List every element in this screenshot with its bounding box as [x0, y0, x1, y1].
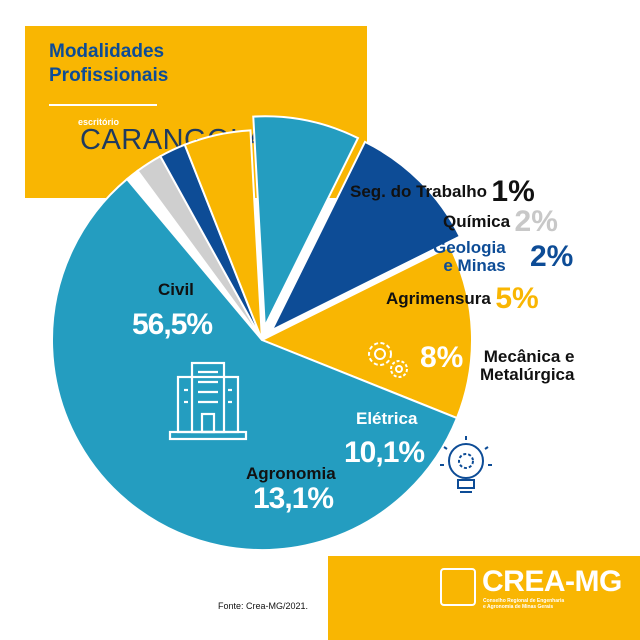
label-eletrica-name: Elétrica	[356, 409, 418, 428]
building-icon	[168, 361, 248, 441]
logo-text: CREA-MG	[482, 565, 622, 598]
source-note: Fonte: Crea-MG/2021.	[218, 601, 309, 611]
label-geologia-name: Geologia e Minas	[433, 238, 506, 275]
label-agronomia-value: 13,1%	[253, 482, 334, 515]
pie-slice-civil	[51, 177, 459, 552]
label-quimica: Química 2%	[443, 205, 558, 238]
label-civil-value: 56,5%	[132, 308, 213, 341]
lightbulb-gear-icon	[440, 436, 492, 493]
pie-slice-el-trica	[269, 140, 462, 333]
label-agrimensura: Agrimensura 5%	[386, 282, 539, 315]
label-mecanica-name: Mecânica e Metalúrgica	[480, 347, 575, 384]
pie-slice-agronomia	[259, 245, 473, 420]
pie-slice-agrimensura	[183, 129, 263, 341]
label-agronomia-name: Agronomia	[246, 464, 336, 483]
title-divider	[49, 104, 157, 106]
chart-title: Modalidades Profissionais	[49, 41, 169, 86]
label-mecanica-value: 8%	[420, 341, 464, 374]
label-civil-name: Civil	[158, 280, 194, 299]
crea-seal-icon	[440, 568, 476, 606]
logo-subtitle: Conselho Regional de Engenharia e Agrono…	[483, 598, 565, 610]
label-seg-trabalho: Seg. do Trabalho 1%	[350, 175, 535, 208]
office-label: escritório	[78, 117, 120, 127]
label-geologia-value: 2%	[530, 240, 574, 273]
footer-panel	[328, 556, 640, 640]
pie-slice-mec-nica-e-metal-rgica	[252, 115, 360, 331]
label-eletrica-value: 10,1%	[344, 436, 425, 469]
gears-icon	[368, 342, 408, 378]
